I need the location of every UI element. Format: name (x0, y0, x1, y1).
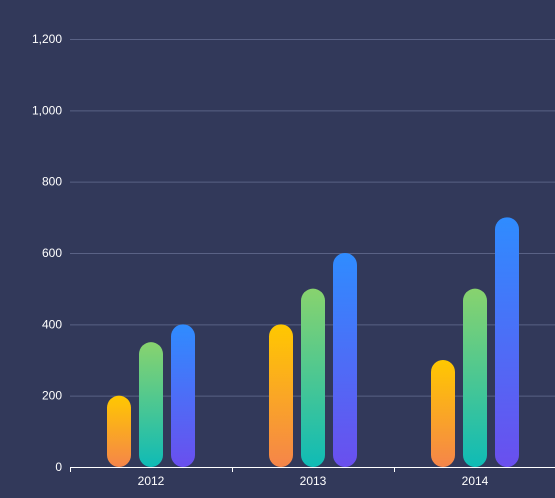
y-tick-label: 400 (42, 317, 62, 331)
bar-2014-series-2[interactable] (463, 288, 487, 467)
y-tick-label: 800 (42, 175, 62, 189)
y-tick-label: 1,200 (32, 32, 62, 46)
x-axis (70, 467, 555, 472)
x-tick-label: 2012 (138, 474, 165, 488)
y-axis-tick-labels: 0 200 400 600 800 1,000 1,200 (32, 32, 62, 474)
y-tick-label: 200 (42, 389, 62, 403)
bar-2014-series-3[interactable] (495, 217, 519, 467)
y-tick-label: 0 (55, 460, 62, 474)
bar-2012-series-3[interactable] (171, 324, 195, 467)
x-tick-label: 2014 (462, 474, 489, 488)
bar-2012-series-2[interactable] (139, 342, 163, 467)
bars (107, 217, 519, 467)
bar-2013-series-3[interactable] (333, 253, 357, 467)
bar-2013-series-1[interactable] (269, 324, 293, 467)
bar-2012-series-1[interactable] (107, 395, 131, 467)
bar-2013-series-2[interactable] (301, 288, 325, 467)
bar-2014-series-1[interactable] (431, 360, 455, 467)
y-tick-label: 1,000 (32, 103, 62, 117)
x-axis-tick-labels: 2012 2013 2014 (138, 474, 489, 488)
x-tick-label: 2013 (300, 474, 327, 488)
y-tick-label: 600 (42, 246, 62, 260)
